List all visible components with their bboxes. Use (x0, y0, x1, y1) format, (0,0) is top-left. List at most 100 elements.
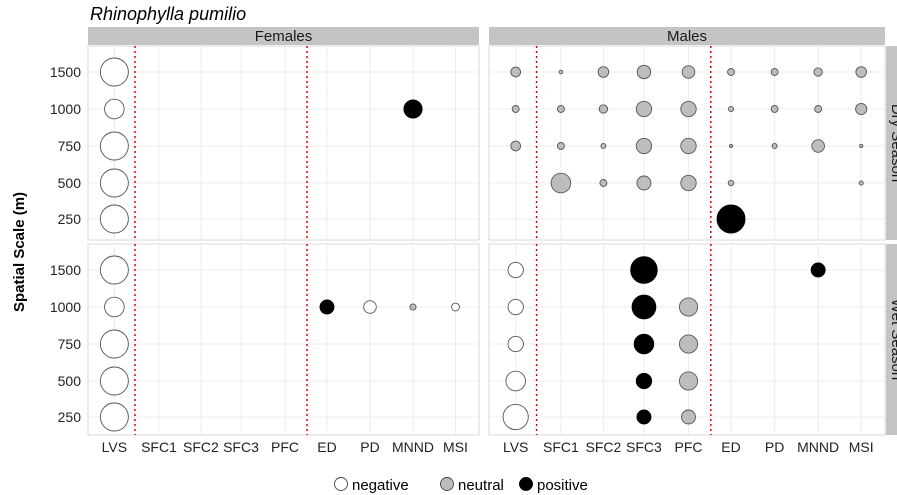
x-tick-label: MSI (443, 439, 468, 455)
point-neutral (678, 371, 699, 391)
point-neutral (598, 104, 609, 114)
point-negative (507, 335, 524, 353)
x-tick-label: PFC (675, 439, 703, 455)
strip-label-wet-season: Wet Season (888, 299, 897, 380)
point-positive (633, 333, 655, 355)
y-tick-label: 250 (58, 211, 82, 227)
x-tick-label: LVS (102, 439, 127, 455)
point-negative (363, 300, 377, 314)
x-tick-label: SFC2 (586, 439, 622, 455)
legend-label-negative: negative (352, 477, 409, 494)
y-tick-label: 1000 (50, 101, 81, 117)
panel-background (87, 45, 480, 241)
y-tick-label: 750 (58, 138, 82, 154)
facet-panels (87, 45, 886, 436)
y-tick-label: 500 (58, 373, 82, 389)
strip-wet-season (886, 244, 897, 435)
panel-background (87, 243, 480, 436)
y-tick-label: 500 (58, 175, 82, 191)
point-negative (104, 98, 125, 120)
point-neutral (678, 297, 699, 317)
point-neutral (814, 105, 823, 113)
x-tick-label: MNND (797, 439, 839, 455)
point-neutral (510, 140, 522, 152)
point-negative (99, 131, 129, 161)
point-positive (631, 294, 657, 320)
point-neutral (771, 143, 778, 149)
strip-label-dry-season: Dry Season (888, 104, 897, 182)
point-neutral (678, 334, 699, 354)
point-neutral (729, 144, 733, 148)
point-positive (716, 204, 746, 234)
point-neutral (680, 100, 697, 118)
point-positive (635, 372, 653, 390)
point-neutral (813, 67, 823, 77)
y-tick-label: 750 (58, 336, 82, 352)
point-negative (99, 329, 129, 359)
point-neutral (599, 179, 608, 187)
point-positive (636, 409, 652, 425)
strip-label-females: Females (255, 28, 313, 45)
legend: negative neutral positive (334, 477, 588, 494)
x-tick-label: SFC2 (183, 439, 219, 455)
point-negative (99, 57, 129, 87)
point-positive (630, 256, 658, 284)
point-negative (99, 204, 129, 234)
point-neutral (855, 66, 867, 78)
legend-key-negative (334, 477, 348, 491)
y-tick-label: 1000 (50, 299, 81, 315)
point-negative (507, 298, 524, 316)
point-negative (99, 402, 129, 432)
point-neutral (681, 65, 696, 79)
point-neutral (636, 175, 652, 191)
strip-females (88, 27, 479, 45)
point-neutral (600, 143, 607, 149)
x-tick-label: SFC1 (141, 439, 177, 455)
point-neutral (511, 105, 520, 113)
y-tick-label: 1500 (50, 262, 81, 278)
legend-key-neutral (440, 477, 454, 491)
x-tick-label: ED (721, 439, 740, 455)
point-negative (505, 370, 526, 392)
panel-dry-season-females (87, 45, 480, 241)
point-neutral (727, 179, 735, 187)
point-neutral (510, 66, 522, 78)
point-negative (502, 403, 529, 431)
legend-item-negative: negative (334, 477, 409, 494)
point-neutral (858, 180, 864, 186)
point-neutral (409, 303, 417, 311)
point-neutral (680, 174, 697, 192)
point-positive (403, 99, 423, 119)
point-neutral (811, 139, 825, 153)
facet-strips: Females Males Dry Season Wet Season (88, 27, 897, 435)
point-negative (451, 302, 460, 312)
legend-label-positive: positive (537, 477, 588, 494)
y-tick-label: 1500 (50, 64, 81, 80)
point-negative (99, 255, 129, 285)
point-negative (99, 168, 129, 198)
point-neutral (859, 143, 864, 149)
point-neutral (550, 172, 572, 194)
y-tick-label: 250 (58, 409, 82, 425)
x-tick-label: SFC3 (223, 439, 259, 455)
point-neutral (855, 102, 868, 116)
chart-title: Rhinophylla pumilio (90, 4, 246, 24)
point-neutral (636, 64, 652, 80)
point-positive (810, 262, 826, 278)
point-neutral (728, 106, 735, 112)
x-tick-label: LVS (503, 439, 528, 455)
x-tick-label: PD (765, 439, 784, 455)
x-tick-label: PFC (271, 439, 299, 455)
point-neutral (556, 142, 565, 150)
x-tick-label: ED (317, 439, 336, 455)
x-tick-label: SFC3 (626, 439, 662, 455)
point-neutral (770, 105, 779, 113)
strip-dry-season (886, 46, 897, 240)
point-neutral (680, 137, 697, 155)
point-neutral (635, 137, 653, 155)
x-tick-label: PD (360, 439, 379, 455)
point-neutral (597, 66, 610, 78)
legend-key-positive (519, 477, 533, 491)
panel-wet-season-females (87, 243, 480, 436)
